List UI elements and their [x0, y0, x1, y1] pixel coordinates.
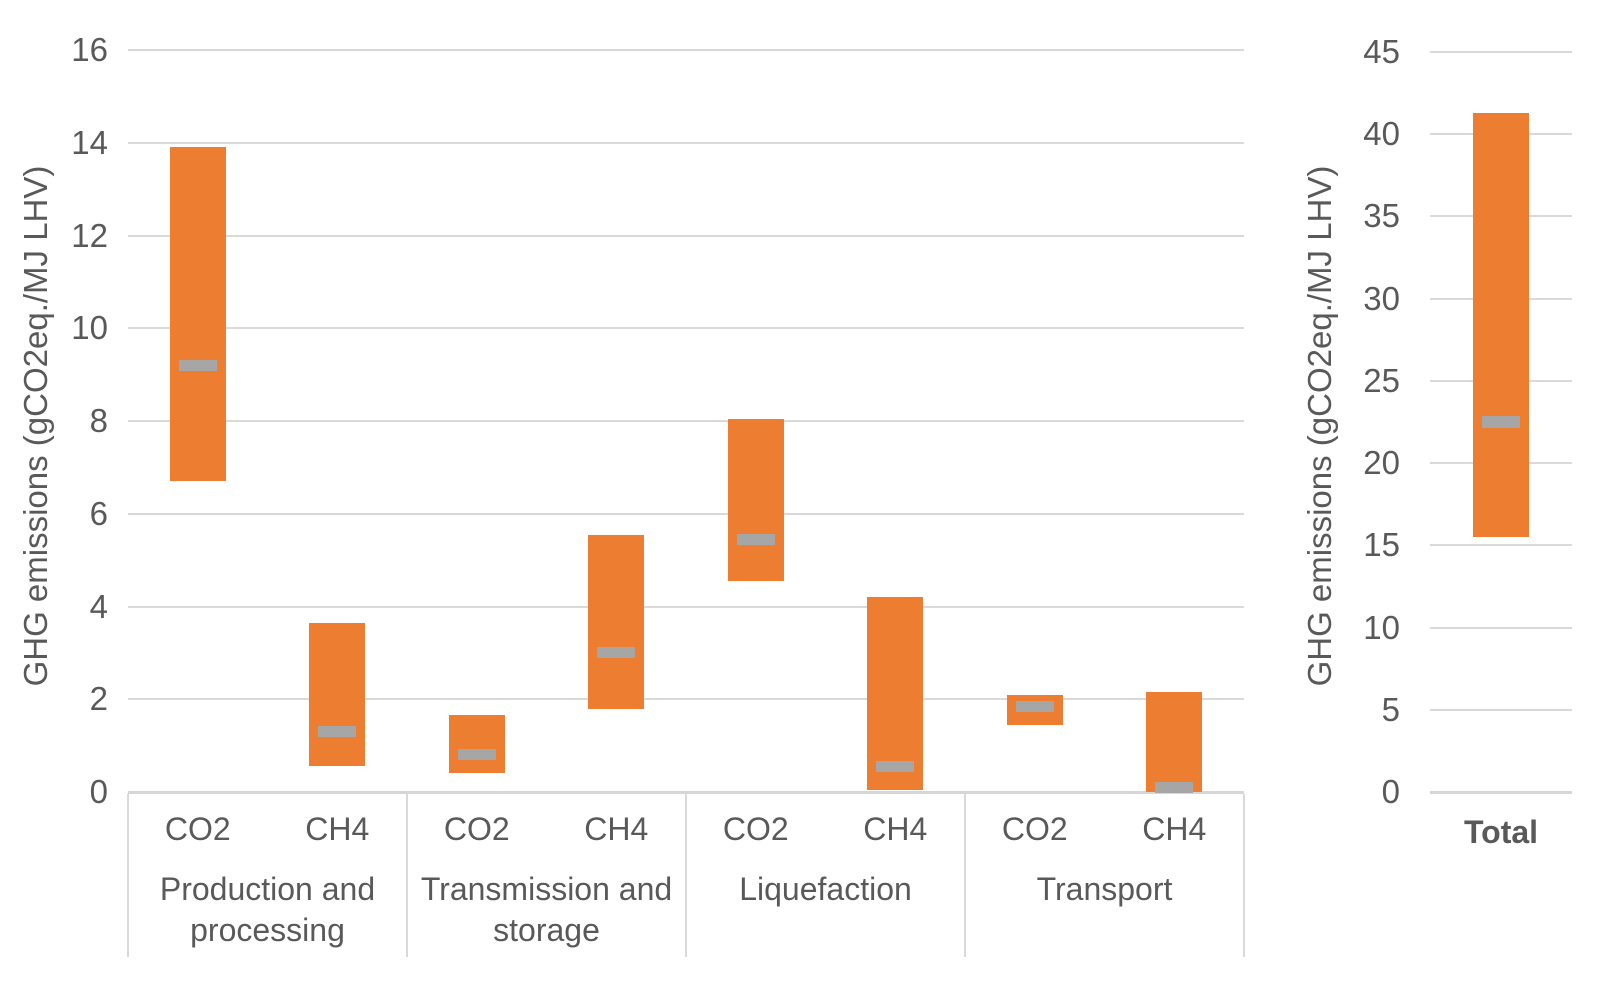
- y-tick-label: 12: [71, 216, 108, 254]
- y-tick-label: 45: [1363, 33, 1400, 70]
- category-label: CO2: [722, 811, 789, 847]
- category-label: CH4: [863, 811, 928, 847]
- y-tick-label: 14: [71, 123, 108, 161]
- median-marker: [1482, 416, 1520, 428]
- y-tick-label: 25: [1363, 361, 1400, 399]
- range-bar: [588, 534, 645, 709]
- y-gridline: [128, 234, 1244, 237]
- category-label: CH4: [584, 811, 649, 847]
- y-tick-label: 40: [1363, 115, 1400, 153]
- category-label: CH4: [305, 811, 370, 847]
- category-label: CO2: [1001, 811, 1068, 847]
- group-label: Liquefaction: [739, 871, 912, 907]
- group-label: Total: [1463, 814, 1539, 850]
- median-marker: [1155, 781, 1194, 793]
- x-axis-line: [128, 791, 1244, 794]
- median-marker: [457, 749, 496, 761]
- median-marker: [876, 760, 915, 772]
- group-label: Production and processing: [159, 871, 376, 948]
- y-tick-label: 0: [89, 773, 108, 810]
- category-divider: [1243, 794, 1245, 957]
- range-bar: [727, 418, 784, 581]
- y-tick-label: 5: [1381, 690, 1400, 728]
- y-tick-label: 16: [71, 31, 108, 68]
- range-bar: [1473, 112, 1529, 538]
- y-tick-label: 20: [1363, 444, 1400, 482]
- y-tick-label: 6: [89, 494, 108, 532]
- range-bar: [448, 715, 505, 774]
- category-divider: [964, 794, 966, 957]
- group-label: Transmission and storage: [420, 871, 673, 948]
- median-marker: [318, 726, 357, 738]
- y-tick-label: 15: [1363, 526, 1400, 564]
- range-bar: [867, 597, 924, 790]
- y-gridline: [128, 327, 1244, 330]
- x-axis-line: [1430, 791, 1572, 794]
- category-label: CH4: [1142, 811, 1207, 847]
- y-gridline: [128, 49, 1244, 51]
- median-marker: [597, 647, 636, 659]
- y-tick-label: 35: [1363, 197, 1400, 235]
- category-divider: [406, 794, 408, 957]
- range-bar: [169, 147, 226, 482]
- y-gridline: [128, 605, 1244, 608]
- y-axis-title: GHG emissions (gCO2eq./MJ LHV): [1301, 165, 1338, 687]
- y-axis-title: GHG emissions (gCO2eq./MJ LHV): [17, 165, 54, 687]
- y-gridline: [1430, 51, 1572, 53]
- y-tick-label: 10: [1363, 608, 1400, 646]
- y-gridline: [1430, 544, 1572, 547]
- y-gridline: [128, 420, 1244, 422]
- median-marker: [178, 359, 217, 371]
- y-tick-label: 8: [89, 402, 108, 439]
- range-bar: [1146, 692, 1203, 792]
- y-tick-label: 4: [89, 587, 108, 625]
- category-divider: [127, 794, 129, 957]
- range-bar: [309, 622, 366, 767]
- y-tick-label: 2: [89, 680, 108, 718]
- y-gridline: [128, 512, 1244, 515]
- y-tick-label: 30: [1363, 279, 1400, 317]
- category-label: CO2: [164, 811, 231, 847]
- category-divider: [685, 794, 687, 957]
- y-gridline: [128, 698, 1244, 701]
- category-label: CO2: [443, 811, 510, 847]
- y-gridline: [1430, 626, 1572, 629]
- median-marker: [736, 533, 775, 545]
- y-gridline: [128, 141, 1244, 144]
- y-tick-label: 0: [1381, 773, 1400, 810]
- group-label: Transport: [1036, 871, 1173, 907]
- median-marker: [1015, 700, 1054, 712]
- y-tick-label: 10: [71, 309, 108, 347]
- y-gridline: [1430, 708, 1572, 711]
